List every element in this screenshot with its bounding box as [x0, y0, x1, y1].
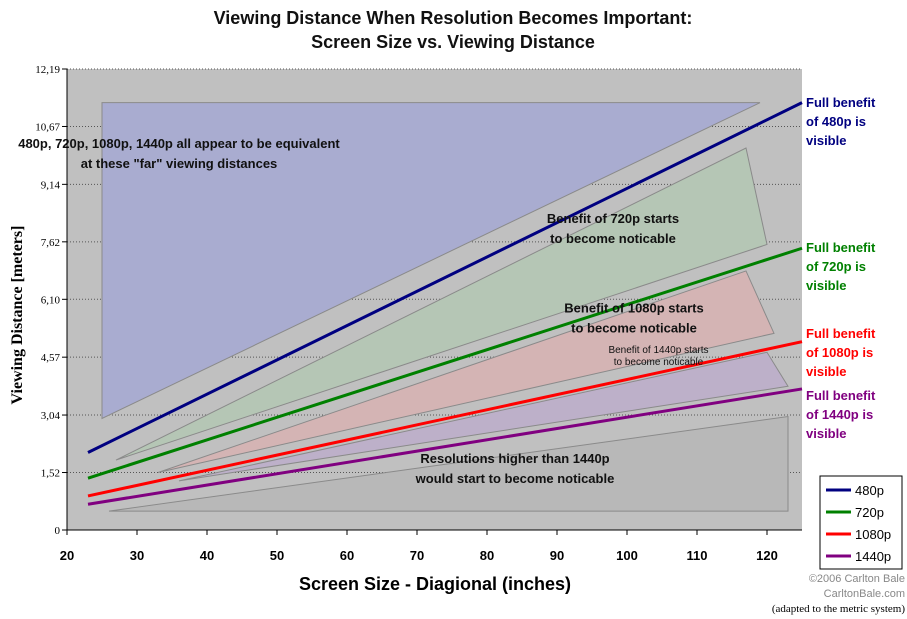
y-tick-label: 3,04: [41, 410, 61, 422]
x-tick-label: 90: [550, 548, 564, 563]
x-tick-label: 40: [200, 548, 214, 563]
x-tick-label: 80: [480, 548, 494, 563]
annotation-text: Benefit of 720p starts: [547, 211, 679, 226]
annotation-text: 480p, 720p, 1080p, 1440p all appear to b…: [18, 136, 340, 151]
annotation-text: to become noticable: [614, 357, 704, 368]
side-label-text: Full benefit: [806, 95, 876, 110]
annotations: 480p, 720p, 1080p, 1440p all appear to b…: [18, 136, 708, 486]
y-tick-label: 9,14: [41, 179, 61, 191]
region-1080p: [157, 270, 775, 474]
x-tick-label: 120: [756, 548, 778, 563]
region-higher: [108, 415, 789, 512]
side-label-text: of 720p is: [806, 259, 866, 274]
x-axis-label: Screen Size - Diagional (inches): [299, 574, 571, 594]
side-label-text: Full benefit: [806, 240, 876, 255]
annotation-text: Resolutions higher than 1440p: [420, 451, 609, 466]
x-tick-label: 100: [616, 548, 638, 563]
annotation-text: to become noticable: [571, 321, 697, 336]
side-label-text: visible: [806, 133, 846, 148]
y-tick-label: 4,57: [41, 352, 61, 364]
side-label-text: of 1440p is: [806, 407, 873, 422]
y-tick-label: 7,62: [41, 237, 60, 249]
x-tick-label: 110: [687, 548, 708, 563]
legend-label-1440p: 1440p: [855, 549, 891, 564]
side-label-text: visible: [806, 426, 846, 441]
y-tick-label: 12,19: [35, 64, 60, 76]
legend-label-720p: 720p: [855, 505, 884, 520]
annotation-text: would start to become noticable: [415, 471, 615, 486]
credit-note: (adapted to the metric system): [772, 603, 906, 615]
region-far: [101, 102, 761, 420]
y-tick-label: 6,10: [41, 294, 61, 306]
x-tick-label: 50: [270, 548, 284, 563]
side-label-text: Full benefit: [806, 388, 876, 403]
legend-label-480p: 480p: [855, 483, 884, 498]
side-labels: Full benefit of 480p is visible Full benefi…: [806, 95, 876, 441]
annotation-text: Benefit of 1440p starts: [608, 345, 708, 356]
y-tick-label: 10,67: [35, 121, 60, 133]
x-ticks: 20 30 40 50 60 70 80 90 100 110 120: [60, 530, 778, 563]
x-tick-label: 70: [410, 548, 424, 563]
region-1440p: [178, 351, 789, 482]
y-ticks: 0 1,52 3,04 4,57 6,10 7,62 9,14 10,67 12,19: [35, 64, 67, 537]
legend: 480p 720p 1080p 1440p: [819, 475, 903, 570]
chart-title: Viewing Distance When Resolution Becomes…: [214, 8, 693, 28]
y-tick-label: 0: [55, 525, 61, 537]
x-tick-label: 20: [60, 548, 74, 563]
credit-copyright: ©2006 Carlton Bale: [809, 573, 905, 585]
x-tick-label: 30: [130, 548, 144, 563]
annotation-text: at these "far" viewing distances: [81, 156, 278, 171]
annotation-text: Benefit of 1080p starts: [564, 301, 703, 316]
credit-site: CarltonBale.com: [824, 588, 905, 600]
x-tick-label: 60: [340, 548, 354, 563]
y-tick-label: 1,52: [41, 468, 60, 480]
region-720p: [115, 147, 768, 461]
shaded-regions: [101, 102, 789, 512]
series-line-480p: [87, 101, 803, 454]
series-line-720p: [87, 246, 803, 480]
annotation-text: to become noticable: [550, 231, 676, 246]
series-line-1440p: [87, 387, 803, 506]
legend-label-1080p: 1080p: [855, 527, 891, 542]
y-axis-label: Viewing Distance [meters]: [9, 226, 26, 405]
side-label-text: Full benefit: [806, 326, 876, 341]
side-label-text: visible: [806, 364, 846, 379]
side-label-text: of 480p is: [806, 114, 866, 129]
side-label-text: visible: [806, 278, 846, 293]
series-lines: [87, 101, 803, 506]
chart-subtitle: Screen Size vs. Viewing Distance: [311, 32, 595, 52]
side-label-text: of 1080p is: [806, 345, 873, 360]
series-line-1080p: [87, 340, 803, 498]
